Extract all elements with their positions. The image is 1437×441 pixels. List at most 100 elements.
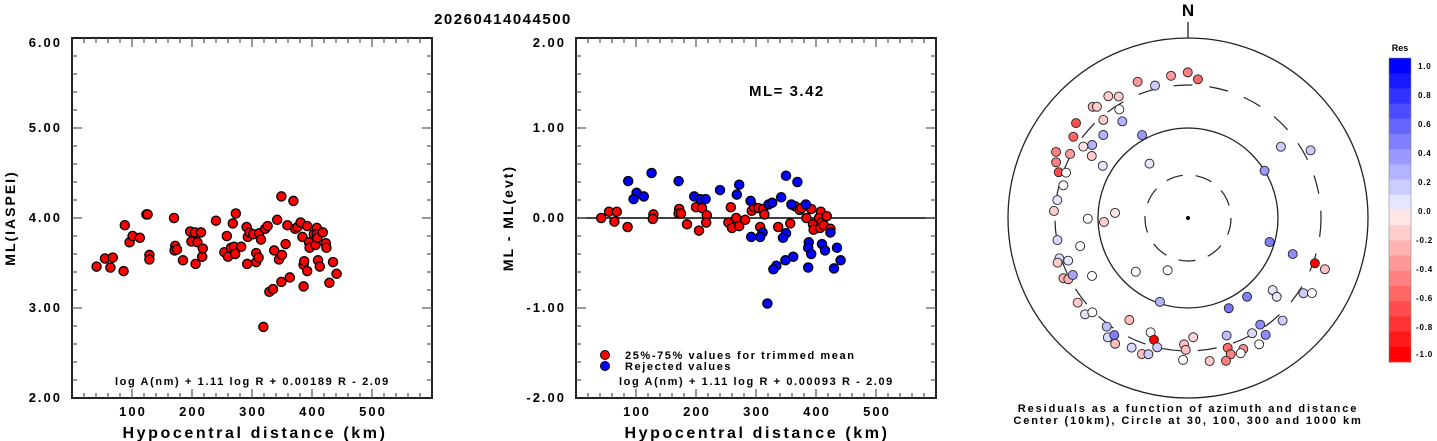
station-residual-point: [1179, 355, 1188, 364]
data-point: [328, 258, 337, 267]
station-residual-point: [1138, 131, 1147, 140]
station-residual-point: [1189, 333, 1198, 342]
station-residual-point: [1224, 304, 1233, 313]
data-point: [325, 278, 334, 287]
colorbar-label: 0.2: [1418, 178, 1432, 187]
data-point: [143, 210, 152, 219]
data-point: [289, 196, 298, 205]
station-residual-point: [1150, 81, 1159, 90]
data-point: [254, 253, 263, 262]
station-residual-point: [1069, 132, 1078, 141]
data-point: [120, 221, 129, 230]
station-residual-point: [1076, 242, 1085, 251]
trimmed-point: [623, 222, 632, 231]
colorbar-band: [1389, 58, 1411, 74]
p2-y-tick-labels: -2.00 -1.00 0.00 1.00 2.00: [526, 35, 566, 405]
colorbar-label: -1.0: [1416, 350, 1433, 359]
colorbar-label: 1.0: [1418, 62, 1432, 71]
station-residual-point: [1118, 117, 1127, 126]
station-residual-point: [1131, 267, 1140, 276]
station-residual-point: [1243, 292, 1252, 301]
data-point: [237, 242, 246, 251]
station-residual-point: [1167, 71, 1176, 80]
station-residual-point: [1115, 105, 1124, 114]
center-marker: [1186, 216, 1190, 220]
p2-ytick-label: -1.00: [526, 300, 566, 315]
trimmed-point: [610, 217, 619, 226]
data-point: [256, 235, 265, 244]
trimmed-point: [676, 209, 685, 218]
ml-value-label: ML= 3.42: [749, 83, 825, 100]
p1-ytick-label: 3.00: [29, 300, 62, 315]
polar-caption-2: Center (10km), Circle at 30, 100, 300 an…: [1013, 415, 1362, 427]
station-residual-point: [1059, 181, 1068, 190]
colorbar-label: -0.8: [1416, 323, 1433, 332]
colorbar-band: [1389, 104, 1411, 120]
p2-ytick-label: 0.00: [533, 210, 566, 225]
p1-x-tick-labels: 100 200 300 400 500: [119, 404, 387, 419]
rejected-point: [829, 264, 838, 273]
station-residual-point: [1205, 357, 1214, 366]
station-residual-point: [1111, 208, 1120, 217]
rejected-point: [807, 249, 816, 258]
colorbar-band: [1389, 301, 1411, 317]
p2-points: [597, 168, 846, 308]
legend-marker-trimmed: [601, 351, 610, 360]
station-residual-point: [1261, 330, 1270, 339]
colorbar-band: [1389, 180, 1411, 196]
rejected-point: [629, 195, 638, 204]
data-point: [315, 262, 324, 271]
station-residual-point: [1110, 331, 1119, 340]
station-residual-point: [1072, 119, 1081, 128]
rejected-point: [836, 256, 845, 265]
p1-y-tick-labels: 2.00 3.00 4.00 5.00 6.00: [29, 35, 62, 405]
rejected-point: [787, 200, 796, 209]
data-point: [263, 222, 272, 231]
station-residual-point: [1248, 329, 1257, 338]
colorbar-label: 0.6: [1418, 120, 1432, 129]
station-residual-point: [1221, 356, 1230, 365]
data-point: [259, 322, 268, 331]
station-residual-point: [1083, 214, 1092, 223]
polar-residual-plot: N Residuals as a function of azimuth and…: [1008, 1, 1368, 427]
data-point: [332, 269, 341, 278]
colorbar-band: [1389, 73, 1411, 89]
colorbar-band: [1389, 347, 1411, 363]
rejected-point: [781, 256, 790, 265]
data-point: [222, 231, 231, 240]
residual-colorbar: Res 1.0 0.8 0.6 0.4 0.2 0.0 -0.2 -0.4 -0…: [1389, 43, 1433, 363]
station-residual-point: [1127, 343, 1136, 352]
trimmed-point: [822, 212, 831, 221]
station-residual-point: [1102, 322, 1111, 331]
p1-ytick-label: 5.00: [29, 120, 62, 135]
station-residual-point: [1099, 115, 1108, 124]
trimmed-point: [597, 213, 606, 222]
rejected-point: [826, 228, 835, 237]
colorbar-band: [1389, 119, 1411, 135]
data-point: [300, 257, 309, 266]
colorbar-bands: [1389, 58, 1411, 363]
p2-xtick-label: 400: [803, 404, 831, 419]
trimmed-point: [612, 207, 621, 216]
legend-label-rejected: Rejected values: [625, 361, 732, 373]
station-residual-point: [1163, 266, 1172, 275]
trimmed-point: [741, 215, 750, 224]
station-residual-point: [1068, 270, 1077, 279]
station-residual-point: [1092, 102, 1101, 111]
p2-formula: log A(nm) + 1.11 log R + 0.00093 R - 2.0…: [619, 376, 894, 388]
station-residual-point: [1256, 320, 1265, 329]
rejected-point: [756, 232, 765, 241]
trimmed-point: [774, 222, 783, 231]
colorbar-band: [1389, 164, 1411, 180]
station-residual-point: [1053, 258, 1062, 267]
data-point: [243, 259, 252, 268]
rejected-point: [769, 265, 778, 274]
trimmed-point: [760, 210, 769, 219]
p2-xtick-label: 200: [683, 404, 711, 419]
colorbar-band: [1389, 256, 1411, 272]
north-label: N: [1182, 1, 1194, 20]
p2-x-axis-label: Hypocentral distance (km): [624, 425, 889, 441]
p1-xtick-label: 100: [119, 404, 147, 419]
data-point: [281, 240, 290, 249]
p2-legend: 25%-75% values for trimmed mean Rejected…: [601, 350, 856, 373]
